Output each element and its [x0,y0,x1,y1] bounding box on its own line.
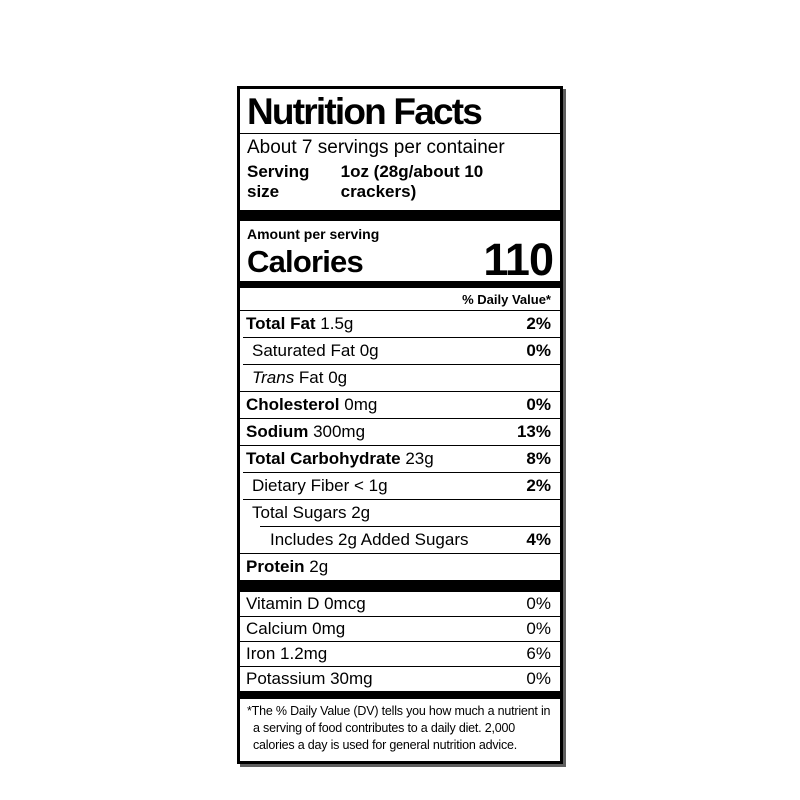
nutrient-bold-text: Cholesterol [246,395,340,414]
nutrient-amount-text: Fat 0g [294,368,348,387]
nutrient-bold-text: Sodium [246,422,309,441]
daily-value-header: % Daily Value* [462,292,551,307]
nutrient-amount-text: 0mg [339,395,378,414]
medium-divider-footnote [240,691,560,699]
nutrient-name: Trans Fat 0g [252,369,347,387]
nutrient-name: Dietary Fiber < 1g [252,477,388,495]
nutrient-row-protein: Protein 2g [240,553,560,580]
footnote: *The % Daily Value (DV) tells you how mu… [247,704,551,752]
nutrient-row-sodium: Sodium 300mg 13% [240,418,560,445]
thick-divider-top [240,210,560,221]
nutrient-name: Total Carbohydrate 23g [246,450,434,468]
nutrient-row-saturated-fat: Saturated Fat 0g 0% [243,337,560,364]
serving-size-label: Serving size [247,162,310,201]
nutrient-name: Includes 2g Added Sugars [270,531,468,549]
nutrient-name: Protein 2g [246,558,328,576]
nutrient-row-total-carbohydrate: Total Carbohydrate 23g 8% [240,445,560,472]
nutrient-row-cholesterol: Cholesterol 0mg 0% [240,391,560,418]
nutrient-dv: 2% [526,476,551,495]
nutrient-row-added-sugars: Includes 2g Added Sugars 4% [260,526,560,553]
micronutrient-row-potassium: Potassium 30mg 0% [240,666,560,691]
micronutrient-dv: 0% [526,669,551,688]
nutrient-amount-text: 1.5g [315,314,354,333]
serving-size-row: Serving size 1oz (28g/about 10 crackers) [240,159,560,210]
servings-per-container: About 7 servings per container [247,137,505,158]
micronutrient-row-iron: Iron 1.2mg 6% [240,641,560,666]
nutrient-row-trans-fat: Trans Fat 0g [243,364,560,391]
nutrient-row-dietary-fiber: Dietary Fiber < 1g 2% [243,472,560,499]
micronutrient-row-calcium: Calcium 0mg 0% [240,616,560,641]
nutrient-bold-text: Total Fat [246,314,316,333]
thick-divider-protein [240,580,560,592]
nutrient-name: Saturated Fat 0g [252,342,379,360]
nutrient-name: Total Fat 1.5g [246,315,353,333]
micronutrient-dv: 6% [526,644,551,663]
nutrient-amount-text: Includes 2g Added Sugars [270,530,469,549]
calories-row: Calories 110 [240,234,560,285]
serving-size-value: 1oz (28g/about 10 crackers) [340,162,484,201]
nutrient-amount-text: 23g [400,449,434,468]
nutrient-amount-text: Dietary Fiber < 1g [252,476,388,495]
nutrient-dv: 13% [516,422,551,441]
nutrient-dv: 8% [526,449,551,468]
calories-value: 110 [483,234,554,285]
nutrient-amount-text: 300mg [308,422,366,441]
nutrient-row-total-sugars: Total Sugars 2g [243,499,560,526]
nutrient-amount-text: Saturated Fat 0g [252,341,379,360]
nutrient-name: Cholesterol 0mg [246,396,377,414]
nutrient-name: Sodium 300mg [246,423,365,441]
amount-per-serving-label: Amount per serving [247,226,380,242]
micronutrient-name: Potassium 30mg [246,669,373,688]
nutrient-bold-text: Protein [246,557,305,576]
micronutrient-name: Vitamin D 0mcg [246,594,366,613]
nutrient-amount-text: 2g [304,557,329,576]
nutrient-dv: 4% [526,530,551,549]
nutrient-amount-text: Total Sugars 2g [252,503,371,522]
micronutrient-row-vitamin-d: Vitamin D 0mcg 0% [240,592,560,616]
micronutrient-dv: 0% [526,619,551,638]
nutrient-italic-text: Trans [252,368,295,387]
micronutrient-name: Calcium 0mg [246,619,346,638]
micronutrient-name: Iron 1.2mg [246,644,328,663]
calories-label: Calories [247,244,364,279]
nutrition-facts-label: Nutrition Facts About 7 servings per con… [237,86,563,764]
nutrient-dv: 0% [526,341,551,360]
nutrient-row-total-fat: Total Fat 1.5g 2% [240,310,560,337]
nutrient-dv: 2% [526,314,551,333]
nutrient-dv: 0% [526,395,551,414]
medium-divider-calories [240,281,560,288]
nutrient-bold-text: Total Carbohydrate [246,449,401,468]
nutrient-name: Total Sugars 2g [252,504,370,522]
nutrition-facts-title: Nutrition Facts [240,92,560,134]
micronutrient-dv: 0% [526,594,551,613]
